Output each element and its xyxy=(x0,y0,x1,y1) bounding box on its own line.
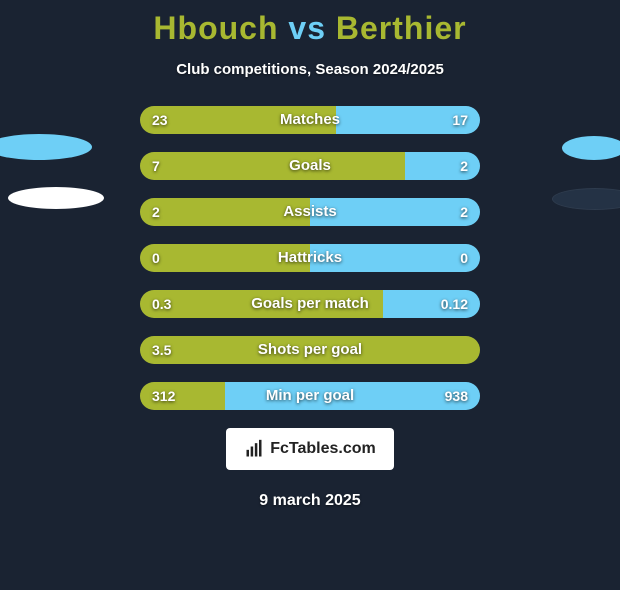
stat-row: Goals7 2 xyxy=(140,152,480,180)
decor-ellipse-top-right xyxy=(562,136,620,160)
stat-label: Hattricks xyxy=(140,244,480,272)
chart-icon xyxy=(244,439,264,459)
title-player2: Berthier xyxy=(336,10,467,46)
stat-value-right: 17 xyxy=(452,106,468,134)
stat-value-left: 2 xyxy=(152,198,160,226)
stats-container: Matches2317Goals72Assists22Hattricks00Go… xyxy=(140,106,480,410)
stat-value-left: 7 xyxy=(152,152,160,180)
stat-value-right: 938 xyxy=(445,382,468,410)
date: 9 march 2025 xyxy=(0,492,620,510)
stat-label: Shots per goal xyxy=(140,336,480,364)
stat-value-right: 0.12 xyxy=(441,290,468,318)
stat-value-right: 0 xyxy=(460,244,468,272)
stat-value-right: 2 xyxy=(460,152,468,180)
title-player1: Hbouch xyxy=(153,10,278,46)
stat-label: Min per goal xyxy=(140,382,480,410)
stat-value-left: 23 xyxy=(152,106,168,134)
decor-ellipse-bottom-left xyxy=(8,187,104,209)
stat-label: Goals per match xyxy=(140,290,480,318)
stat-value-right: 2 xyxy=(460,198,468,226)
stat-row: Goals per match0.3 0.12 xyxy=(140,290,480,318)
subtitle: Club competitions, Season 2024/2025 xyxy=(0,61,620,78)
stat-value-left: 0.3 xyxy=(152,290,171,318)
stat-label: Matches xyxy=(140,106,480,134)
page-title: Hbouch vs Berthier xyxy=(0,10,620,47)
decor-ellipse-bottom-right xyxy=(552,188,620,210)
logo-text: FcTables.com xyxy=(270,440,376,458)
title-vs: vs xyxy=(288,10,326,46)
stat-row: Shots per goal3.5 xyxy=(140,336,480,364)
stat-value-left: 312 xyxy=(152,382,175,410)
stat-label: Assists xyxy=(140,198,480,226)
stat-row: Hattricks0 0 xyxy=(140,244,480,272)
stat-row: Assists2 2 xyxy=(140,198,480,226)
decor-ellipse-top-left xyxy=(0,134,92,160)
logo-box: FcTables.com xyxy=(226,428,394,470)
stat-row: Min per goal312 938 xyxy=(140,382,480,410)
stat-value-left: 0 xyxy=(152,244,160,272)
stat-value-left: 3.5 xyxy=(152,336,171,364)
stat-row: Matches23 17 xyxy=(140,106,480,134)
stat-label: Goals xyxy=(140,152,480,180)
